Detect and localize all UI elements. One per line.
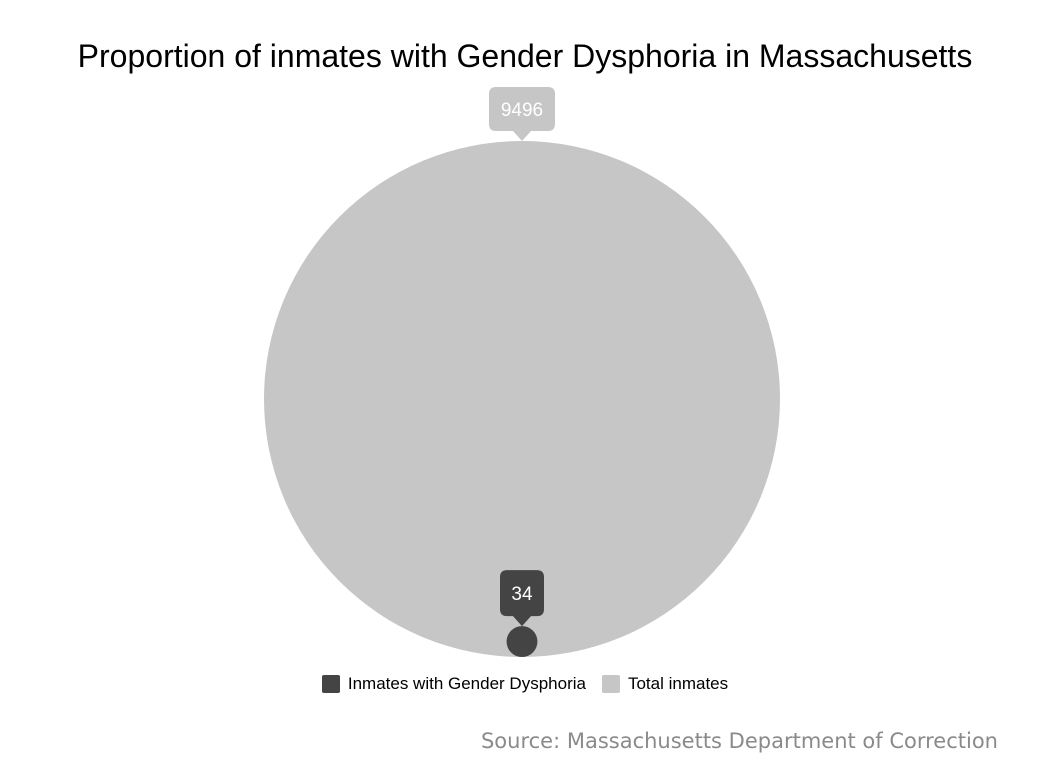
legend-swatch-total-inmates: [601, 675, 620, 693]
data-label-box-total-inmates: [489, 87, 555, 141]
data-label-gender-dysphoria: 34: [500, 570, 544, 627]
legend-item-gender-dysphoria[interactable]: Inmates with Gender Dysphoria: [321, 674, 586, 694]
bubble-gender-dysphoria: [506, 626, 538, 657]
chart-title: Proportion of inmates with Gender Dyspho…: [77, 38, 973, 74]
legend-label-gender-dysphoria: Inmates with Gender Dysphoria: [347, 674, 586, 693]
bubble-total-inmates: [264, 141, 780, 657]
legend: Inmates with Gender Dysphoria Total inma…: [0, 674, 1050, 694]
data-label-text-gender-dysphoria: 34: [511, 584, 533, 605]
legend-item-total-inmates[interactable]: Total inmates: [601, 674, 729, 694]
data-label-text-total-inmates: 9496: [501, 100, 543, 121]
legend-label-total-inmates: Total inmates: [627, 674, 729, 693]
legend-swatch-gender-dysphoria: [321, 675, 340, 693]
source-note: Source: Massachusetts Department of Corr…: [480, 729, 998, 753]
data-label-box-gender-dysphoria: [500, 570, 544, 627]
data-label-total-inmates: 9496: [489, 87, 555, 141]
